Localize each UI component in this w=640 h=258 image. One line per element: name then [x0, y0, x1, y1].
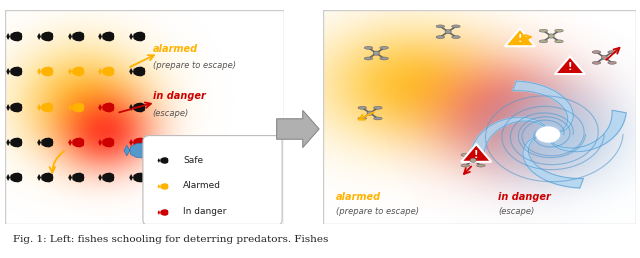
Ellipse shape [539, 29, 548, 32]
Text: in danger: in danger [153, 91, 205, 101]
Point [72, 140, 83, 144]
Polygon shape [505, 29, 535, 46]
Circle shape [470, 158, 476, 162]
Point [42, 105, 52, 109]
FancyArrow shape [276, 110, 319, 148]
Circle shape [536, 126, 561, 143]
Ellipse shape [452, 25, 460, 28]
Point [103, 105, 113, 109]
Text: Fig. 1: Left: fishes schooling for deterring predators. Fishes: Fig. 1: Left: fishes schooling for deter… [13, 235, 328, 244]
Ellipse shape [477, 154, 485, 156]
Point [134, 140, 144, 144]
Ellipse shape [436, 25, 445, 28]
Ellipse shape [477, 164, 485, 167]
Ellipse shape [608, 61, 616, 64]
Ellipse shape [374, 106, 382, 109]
Point [134, 175, 144, 179]
Polygon shape [461, 144, 492, 162]
Point [11, 34, 21, 38]
Ellipse shape [555, 29, 563, 32]
Polygon shape [555, 56, 585, 74]
Point [11, 140, 21, 144]
Text: !: ! [518, 34, 522, 44]
Text: (prepare to escape): (prepare to escape) [153, 61, 236, 70]
Polygon shape [513, 81, 573, 134]
Point [42, 69, 52, 74]
Point [11, 175, 21, 179]
Text: in danger: in danger [498, 192, 551, 201]
Circle shape [601, 55, 607, 60]
Point [134, 69, 144, 74]
Point [159, 209, 169, 214]
Circle shape [373, 51, 380, 55]
Text: (escape): (escape) [498, 207, 534, 216]
Text: In danger: In danger [183, 207, 227, 216]
Point [72, 69, 83, 74]
Text: Safe: Safe [183, 156, 204, 165]
Point [159, 158, 169, 162]
Ellipse shape [452, 36, 460, 38]
Circle shape [445, 30, 451, 34]
Ellipse shape [592, 61, 601, 64]
Polygon shape [470, 117, 547, 159]
Point [103, 175, 113, 179]
Ellipse shape [555, 40, 563, 43]
Polygon shape [523, 135, 584, 188]
Text: (prepare to escape): (prepare to escape) [336, 207, 419, 216]
Ellipse shape [358, 106, 367, 109]
Ellipse shape [364, 46, 372, 49]
Polygon shape [513, 81, 573, 134]
Text: (escape): (escape) [153, 109, 189, 118]
Ellipse shape [461, 164, 470, 167]
Circle shape [367, 111, 373, 115]
Point [11, 105, 21, 109]
Point [134, 105, 144, 109]
Ellipse shape [436, 36, 445, 38]
Point [103, 34, 113, 38]
Ellipse shape [374, 117, 382, 120]
Ellipse shape [539, 40, 548, 43]
Point [134, 34, 144, 38]
Polygon shape [550, 110, 626, 152]
Ellipse shape [592, 51, 601, 54]
Point [103, 69, 113, 74]
Point [42, 140, 52, 144]
Point [42, 34, 52, 38]
Ellipse shape [461, 154, 470, 156]
Text: Alarmed: Alarmed [183, 181, 221, 190]
Point [11, 69, 21, 74]
Point [42, 175, 52, 179]
Polygon shape [523, 135, 584, 188]
Text: !: ! [568, 62, 572, 72]
Ellipse shape [608, 51, 616, 54]
Point [72, 175, 83, 179]
FancyBboxPatch shape [143, 136, 282, 225]
Point [134, 148, 144, 152]
Point [72, 34, 83, 38]
Ellipse shape [364, 57, 372, 60]
Text: alarmed: alarmed [336, 192, 381, 201]
Text: !: ! [474, 150, 479, 160]
Ellipse shape [380, 57, 388, 60]
Point [159, 184, 169, 188]
Text: alarmed: alarmed [153, 44, 198, 54]
Ellipse shape [358, 117, 367, 120]
Ellipse shape [380, 46, 388, 49]
Polygon shape [470, 117, 547, 159]
Point [103, 140, 113, 144]
Circle shape [548, 34, 554, 38]
Polygon shape [550, 110, 626, 152]
Point [72, 105, 83, 109]
